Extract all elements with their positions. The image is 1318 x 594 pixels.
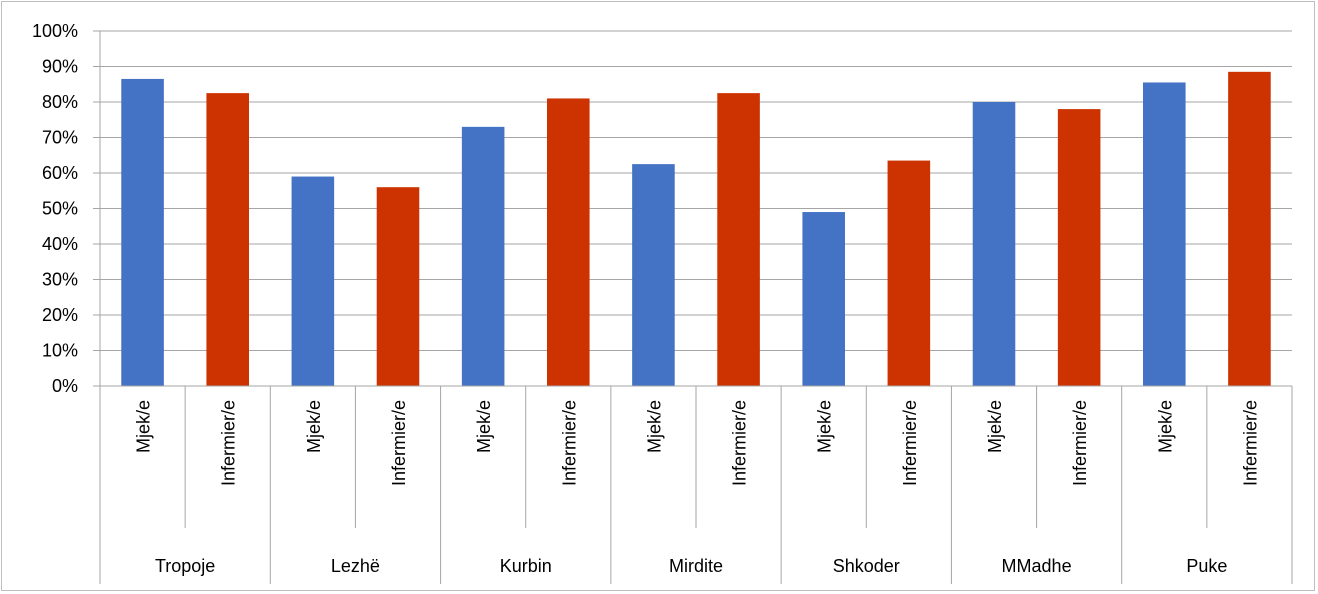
category-label: Mjek/e (644, 400, 664, 453)
category-label: Infermier/e (1240, 400, 1260, 486)
y-tick-label: 30% (42, 270, 78, 290)
category-label: Mjek/e (815, 400, 835, 453)
category-label: Infermier/e (1070, 400, 1090, 486)
category-label: Infermier/e (559, 400, 579, 486)
group-label: MMadhe (1002, 556, 1072, 576)
group-label: Kurbin (500, 556, 552, 576)
bar-shkoder-infermier (887, 160, 931, 386)
category-label: Mjek/e (134, 400, 154, 453)
group-label: Shkoder (833, 556, 900, 576)
category-label: Infermier/e (219, 400, 239, 486)
y-tick-label: 50% (42, 199, 78, 219)
y-tick-label: 20% (42, 305, 78, 325)
group-label: Puke (1186, 556, 1227, 576)
group-label: Lezhë (331, 556, 380, 576)
y-tick-label: 10% (42, 341, 78, 361)
group-label: Tropoje (155, 556, 215, 576)
bar-lezhë-mjek (291, 176, 335, 386)
bar-puke-infermier (1228, 71, 1271, 386)
category-label: Infermier/e (389, 400, 409, 486)
group-label: Mirdite (669, 556, 723, 576)
category-label: Infermier/e (730, 400, 750, 486)
category-label: Mjek/e (985, 400, 1005, 453)
category-label: Mjek/e (304, 400, 324, 453)
bar-kurbin-mjek (461, 126, 505, 386)
bar-tropoje-infermier (206, 93, 249, 386)
y-tick-label: 60% (42, 163, 78, 183)
y-tick-label: 90% (42, 57, 78, 77)
category-label: Mjek/e (474, 400, 494, 453)
bar-puke-mjek (1143, 82, 1186, 386)
y-tick-label: 0% (52, 376, 78, 396)
y-tick-label: 80% (42, 92, 78, 112)
category-label: Mjek/e (1155, 400, 1175, 453)
y-tick-label: 70% (42, 128, 78, 148)
bar-mmadhe-mjek (972, 102, 1016, 386)
y-tick-label: 100% (32, 21, 78, 41)
bar-tropoje-mjek (121, 78, 164, 387)
category-label: Infermier/e (900, 400, 920, 486)
bar-mmadhe-infermier (1057, 109, 1101, 386)
bar-mirdite-mjek (632, 164, 675, 386)
bar-kurbin-infermier (547, 98, 590, 386)
bar-shkoder-mjek (802, 212, 845, 386)
y-tick-label: 40% (42, 234, 78, 254)
bar-mirdite-infermier (717, 93, 760, 386)
bar-lezhë-infermier (376, 187, 420, 386)
